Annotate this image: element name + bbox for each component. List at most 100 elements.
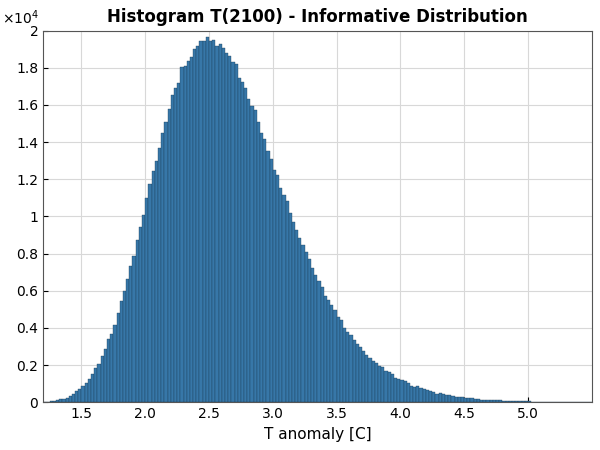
Bar xyxy=(483,400,487,402)
Bar xyxy=(422,389,426,402)
Bar xyxy=(225,54,228,402)
Bar xyxy=(133,256,136,402)
Bar xyxy=(381,367,385,402)
Bar xyxy=(528,401,531,402)
Bar xyxy=(349,335,353,402)
Bar xyxy=(365,355,368,402)
Bar xyxy=(477,399,480,402)
Bar xyxy=(254,110,257,402)
Bar xyxy=(184,66,187,402)
Bar xyxy=(388,373,391,402)
Bar xyxy=(458,397,461,402)
Bar xyxy=(493,400,496,402)
Bar xyxy=(209,41,212,402)
Bar xyxy=(410,386,413,402)
Bar xyxy=(72,394,75,402)
Bar xyxy=(196,46,199,402)
Bar xyxy=(273,170,276,402)
Title: Histogram T(2100) - Informative Distribution: Histogram T(2100) - Informative Distribu… xyxy=(107,9,528,27)
Bar xyxy=(75,392,78,402)
Bar xyxy=(442,394,445,402)
Bar xyxy=(266,152,269,402)
Bar xyxy=(241,82,244,402)
Bar xyxy=(547,401,550,402)
Bar xyxy=(455,396,458,402)
Bar xyxy=(164,122,167,402)
Bar xyxy=(152,171,155,402)
Bar xyxy=(397,379,400,402)
Bar xyxy=(340,320,343,402)
Bar xyxy=(426,390,429,402)
Bar xyxy=(53,401,56,402)
Bar xyxy=(378,366,381,402)
Bar xyxy=(464,398,467,402)
Bar xyxy=(356,344,359,402)
Bar xyxy=(470,398,473,402)
Bar xyxy=(260,133,263,402)
Bar xyxy=(69,396,72,402)
Bar xyxy=(317,281,320,402)
Bar xyxy=(337,317,340,402)
Bar xyxy=(502,400,506,402)
Bar xyxy=(283,195,286,402)
Bar xyxy=(451,396,455,402)
Bar xyxy=(247,99,250,402)
Bar xyxy=(531,401,534,402)
Bar xyxy=(59,400,62,402)
Bar xyxy=(142,215,145,402)
Bar xyxy=(88,379,91,402)
Bar xyxy=(62,399,65,402)
Bar xyxy=(123,291,126,402)
Bar xyxy=(400,380,404,402)
Bar xyxy=(50,401,53,402)
Bar xyxy=(467,398,470,402)
Bar xyxy=(445,395,448,402)
Bar xyxy=(324,296,327,402)
Bar xyxy=(499,400,502,402)
Bar xyxy=(353,340,356,402)
Bar xyxy=(215,46,218,402)
Bar xyxy=(490,400,493,402)
Bar xyxy=(155,161,158,402)
Bar xyxy=(292,221,295,402)
Bar xyxy=(181,67,184,402)
Bar xyxy=(212,40,215,402)
Bar xyxy=(107,339,110,402)
Bar xyxy=(235,64,238,402)
Bar xyxy=(65,397,69,402)
Bar xyxy=(85,383,88,402)
Bar xyxy=(521,401,525,402)
Bar xyxy=(327,300,330,402)
Bar xyxy=(130,266,133,402)
Bar xyxy=(525,401,528,402)
Bar xyxy=(334,310,337,402)
Bar xyxy=(346,332,349,402)
Bar xyxy=(187,60,190,402)
Bar xyxy=(473,399,477,402)
Bar xyxy=(228,56,232,402)
Bar xyxy=(480,400,483,402)
Bar xyxy=(120,302,123,402)
Bar xyxy=(279,188,283,402)
Bar xyxy=(416,387,419,402)
Bar xyxy=(407,383,410,402)
Bar xyxy=(263,140,266,402)
Bar xyxy=(330,305,334,402)
Bar xyxy=(343,328,346,402)
Bar xyxy=(305,252,308,402)
Bar xyxy=(515,401,518,402)
Bar xyxy=(359,347,362,402)
Bar xyxy=(301,245,305,402)
Bar xyxy=(320,287,324,402)
Bar xyxy=(429,391,432,402)
Bar xyxy=(104,349,107,402)
Bar xyxy=(110,334,113,402)
Bar xyxy=(167,109,171,402)
X-axis label: T anomaly [C]: T anomaly [C] xyxy=(263,427,371,441)
Bar xyxy=(97,364,101,402)
Bar xyxy=(385,372,388,402)
Bar xyxy=(158,148,161,402)
Bar xyxy=(487,400,490,402)
Bar xyxy=(509,400,512,402)
Bar xyxy=(148,184,152,402)
